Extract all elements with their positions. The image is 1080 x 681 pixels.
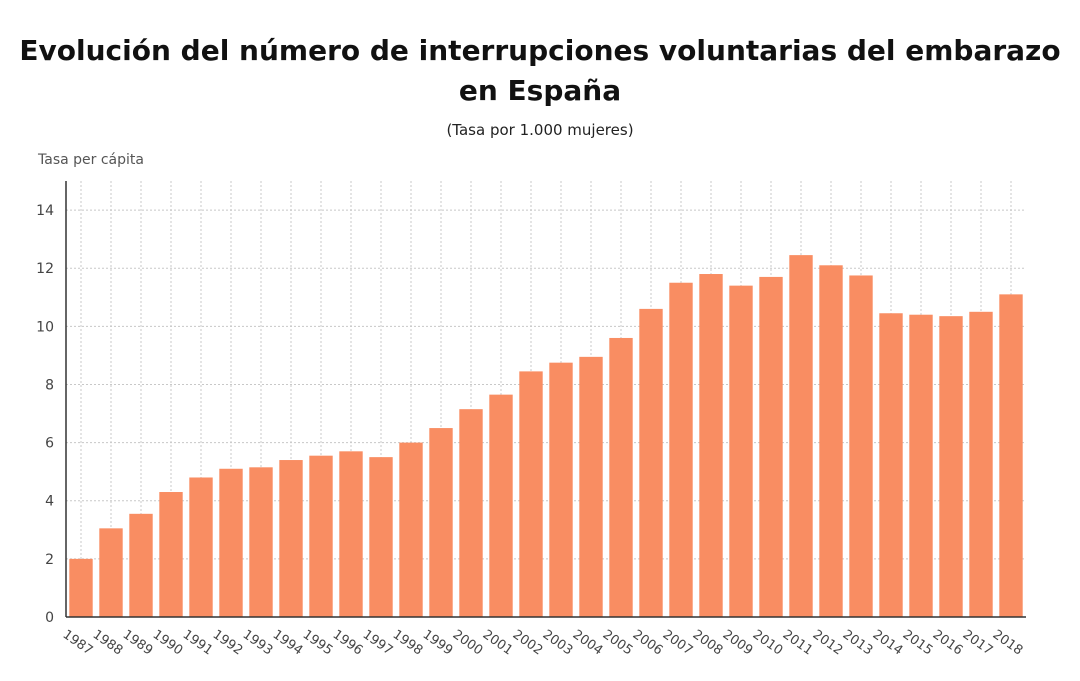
bar-2013	[849, 275, 873, 617]
bar-2011	[789, 255, 813, 617]
x-tick-label: 1992	[210, 627, 246, 658]
x-tick-label: 2002	[510, 627, 546, 658]
bar-2012	[819, 265, 843, 617]
y-tick-label: 0	[45, 610, 54, 626]
y-tick-label: 6	[45, 436, 54, 452]
bar-1995	[309, 455, 333, 617]
x-tick-label: 1991	[180, 627, 216, 658]
y-tick-label: 2	[45, 552, 54, 568]
bar-1987	[69, 558, 93, 617]
bar-2007	[669, 282, 693, 617]
bar-2017	[969, 311, 993, 617]
bar-2015	[909, 314, 933, 617]
x-tick-label: 1996	[330, 627, 366, 658]
x-tick-label: 1987	[60, 627, 96, 658]
y-tick-label: 12	[36, 261, 54, 277]
chart-title-line1: Evolución del número de interrupciones v…	[19, 34, 1061, 67]
bar-1992	[219, 468, 243, 617]
x-tick-label: 2000	[450, 627, 486, 658]
y-tick-label: 8	[45, 377, 54, 393]
x-tick-label: 2016	[930, 627, 966, 658]
x-tick-label: 1994	[270, 627, 306, 658]
bar-1999	[429, 428, 453, 617]
x-tick-label: 1997	[360, 627, 396, 658]
bar-1988	[99, 528, 123, 617]
x-tick-label: 2003	[540, 627, 576, 658]
y-tick-label: 4	[45, 494, 54, 510]
chart-title-line2: en España	[458, 74, 622, 107]
x-tick-label: 1989	[120, 627, 156, 658]
x-tick-label: 2014	[870, 627, 906, 658]
chart-subtitle: (Tasa por 1.000 mujeres)	[446, 121, 634, 139]
bar-2006	[639, 308, 663, 617]
y-tick-label: 10	[36, 319, 54, 335]
bar-2010	[759, 276, 783, 617]
x-tick-label: 2009	[720, 627, 756, 658]
x-tick-label: 2010	[750, 627, 786, 658]
bar-1991	[189, 477, 213, 617]
bar-2016	[939, 316, 963, 617]
bar-2003	[549, 362, 573, 617]
bar-1989	[129, 513, 153, 617]
x-tick-label: 2008	[690, 627, 726, 658]
x-tick-label: 2012	[810, 627, 846, 658]
x-tick-label: 2001	[480, 627, 516, 658]
bar-2018	[999, 294, 1023, 617]
x-tick-label: 2007	[660, 627, 696, 658]
bar-2009	[729, 285, 753, 617]
x-tick-label: 2018	[990, 627, 1026, 658]
bar-2005	[609, 337, 633, 617]
bar-1996	[339, 451, 363, 617]
bar-2002	[519, 371, 543, 617]
x-tick-label: 2004	[570, 627, 606, 658]
bar-2004	[579, 356, 603, 617]
x-tick-label: 1988	[90, 627, 126, 658]
x-tick-label: 1990	[150, 627, 186, 658]
x-tick-label: 1999	[420, 627, 456, 658]
bar-1993	[249, 467, 273, 617]
y-axis-label: Tasa per cápita	[38, 152, 144, 168]
x-tick-label: 2006	[630, 627, 666, 658]
y-tick-label: 14	[36, 203, 54, 219]
bar-2014	[879, 313, 903, 617]
bar-1998	[399, 442, 423, 617]
bar-1997	[369, 457, 393, 617]
x-tick-label: 2017	[960, 627, 996, 658]
x-tick-label: 1995	[300, 627, 336, 658]
x-tick-label: 2011	[780, 627, 816, 658]
bar-2001	[489, 394, 513, 617]
x-tick-label: 2015	[900, 627, 936, 658]
x-tick-label: 1998	[390, 627, 426, 658]
x-tick-label: 2013	[840, 627, 876, 658]
bar-1994	[279, 460, 303, 617]
bar-2008	[699, 274, 723, 617]
x-tick-label: 2005	[600, 627, 636, 658]
bar-1990	[159, 492, 183, 617]
bar-2000	[459, 409, 483, 617]
x-tick-label: 1993	[240, 627, 276, 658]
